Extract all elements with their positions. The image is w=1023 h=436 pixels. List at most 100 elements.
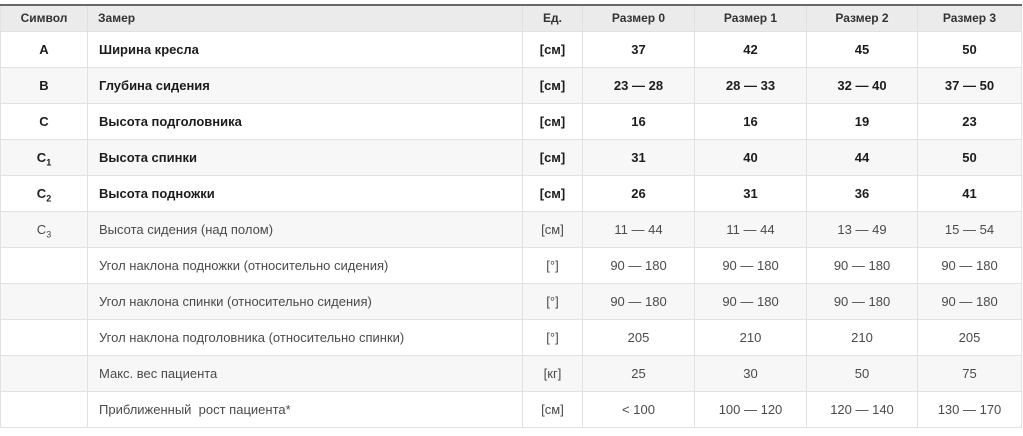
size3-cell: 90 — 180 <box>917 246 1022 284</box>
unit-cell: [см] <box>522 30 583 68</box>
size0-cell: 205 <box>582 318 695 356</box>
size0-cell: 26 <box>582 174 695 212</box>
size1-cell: 16 <box>694 102 807 140</box>
symbol-cell <box>0 318 88 356</box>
unit-cell: [°] <box>522 318 583 356</box>
table-body: A Ширина кресла [см] 37 42 45 50 B Глубина сиден… <box>0 30 1022 428</box>
size1-cell: 11 — 44 <box>694 210 807 248</box>
symbol-cell: B <box>0 66 88 104</box>
column-header-size0: Размер 0 <box>582 5 695 31</box>
size0-cell: 23 — 28 <box>582 66 695 104</box>
size1-cell: 210 <box>694 318 807 356</box>
symbol-cell <box>0 354 88 392</box>
size3-cell: 15 — 54 <box>917 210 1022 248</box>
table-row: C2 Высота подножки [см] 26 31 36 41 <box>0 174 1022 212</box>
size2-cell: 50 <box>806 354 918 392</box>
column-header-size2: Размер 2 <box>806 5 918 31</box>
size1-cell: 90 — 180 <box>694 282 807 320</box>
size1-cell: 100 — 120 <box>694 390 807 428</box>
symbol-cell: C <box>0 102 88 140</box>
size3-cell: 23 <box>917 102 1022 140</box>
symbol-cell <box>0 390 88 428</box>
size1-cell: 31 <box>694 174 807 212</box>
size1-cell: 90 — 180 <box>694 246 807 284</box>
symbol-text: A <box>39 41 49 57</box>
measure-cell: Угол наклона подножки (относительно сиде… <box>87 246 523 284</box>
size2-cell: 44 <box>806 138 918 176</box>
measure-cell: Угол наклона подголовника (относительно … <box>87 318 523 356</box>
symbol-text: C <box>36 149 47 165</box>
symbol-text: C <box>36 221 47 237</box>
size3-cell: 50 <box>917 138 1022 176</box>
size0-cell: 31 <box>582 138 695 176</box>
table-row: Макс. вес пациента [кг] 25 30 50 75 <box>0 354 1022 392</box>
size3-cell: 90 — 180 <box>917 282 1022 320</box>
size3-cell: 37 — 50 <box>917 66 1022 104</box>
size-spec-table: Символ Замер Ед. Размер 0 Размер 1 Размер 2 Ра… <box>0 4 1022 428</box>
symbol-cell <box>0 282 88 320</box>
table-row: C Высота подголовника [см] 16 16 19 23 <box>0 102 1022 140</box>
symbol-subscript: 2 <box>46 193 52 204</box>
table-row: Угол наклона подголовника (относительно … <box>0 318 1022 356</box>
size1-cell: 28 — 33 <box>694 66 807 104</box>
table-row: Угол наклона подножки (относительно сиде… <box>0 246 1022 284</box>
unit-cell: [см] <box>522 102 583 140</box>
symbol-text: C <box>39 113 49 129</box>
symbol-text: C <box>36 185 47 201</box>
size2-cell: 13 — 49 <box>806 210 918 248</box>
unit-cell: [см] <box>522 210 583 248</box>
measure-cell: Угол наклона спинки (относительно сидени… <box>87 282 523 320</box>
measure-cell: Высота подголовника <box>87 102 523 140</box>
table-row: C3 Высота сидения (над полом) [см] 11 — 44 1… <box>0 210 1022 248</box>
size1-cell: 42 <box>694 30 807 68</box>
size0-cell: 16 <box>582 102 695 140</box>
size0-cell: < 100 <box>582 390 695 428</box>
symbol-subscript: 3 <box>46 229 52 240</box>
column-header-measure: Замер <box>87 5 523 31</box>
measure-cell: Высота спинки <box>87 138 523 176</box>
unit-cell: [кг] <box>522 354 583 392</box>
symbol-subscript: 1 <box>46 157 52 168</box>
size0-cell: 90 — 180 <box>582 282 695 320</box>
measure-cell: Высота подножки <box>87 174 523 212</box>
size0-cell: 25 <box>582 354 695 392</box>
table-header: Символ Замер Ед. Размер 0 Размер 1 Размер 2 Ра… <box>0 5 1022 31</box>
size3-cell: 130 — 170 <box>917 390 1022 428</box>
table-row: C1 Высота спинки [см] 31 40 44 50 <box>0 138 1022 176</box>
size2-cell: 45 <box>806 30 918 68</box>
size2-cell: 90 — 180 <box>806 282 918 320</box>
size2-cell: 210 <box>806 318 918 356</box>
measure-cell: Приближенный рост пациента* <box>87 390 523 428</box>
size3-cell: 50 <box>917 30 1022 68</box>
column-header-unit: Ед. <box>522 5 583 31</box>
header-row: Символ Замер Ед. Размер 0 Размер 1 Размер 2 Ра… <box>0 5 1022 31</box>
column-header-symbol: Символ <box>0 5 88 31</box>
size1-cell: 30 <box>694 354 807 392</box>
measure-cell: Высота сидения (над полом) <box>87 210 523 248</box>
size2-cell: 19 <box>806 102 918 140</box>
unit-cell: [см] <box>522 174 583 212</box>
unit-cell: [см] <box>522 66 583 104</box>
symbol-text: B <box>39 77 49 93</box>
size2-cell: 90 — 180 <box>806 246 918 284</box>
size2-cell: 32 — 40 <box>806 66 918 104</box>
symbol-cell: C1 <box>0 138 88 176</box>
size0-cell: 37 <box>582 30 695 68</box>
size2-cell: 120 — 140 <box>806 390 918 428</box>
size3-cell: 75 <box>917 354 1022 392</box>
column-header-size3: Размер 3 <box>917 5 1022 31</box>
size1-cell: 40 <box>694 138 807 176</box>
column-header-size1: Размер 1 <box>694 5 807 31</box>
table-row: A Ширина кресла [см] 37 42 45 50 <box>0 30 1022 68</box>
unit-cell: [см] <box>522 390 583 428</box>
unit-cell: [см] <box>522 138 583 176</box>
measure-cell: Ширина кресла <box>87 30 523 68</box>
symbol-cell: C3 <box>0 210 88 248</box>
measure-cell: Глубина сидения <box>87 66 523 104</box>
size3-cell: 205 <box>917 318 1022 356</box>
unit-cell: [°] <box>522 246 583 284</box>
size3-cell: 41 <box>917 174 1022 212</box>
symbol-cell: C2 <box>0 174 88 212</box>
table-row: B Глубина сидения [см] 23 — 28 28 — 33 32 — 4… <box>0 66 1022 104</box>
